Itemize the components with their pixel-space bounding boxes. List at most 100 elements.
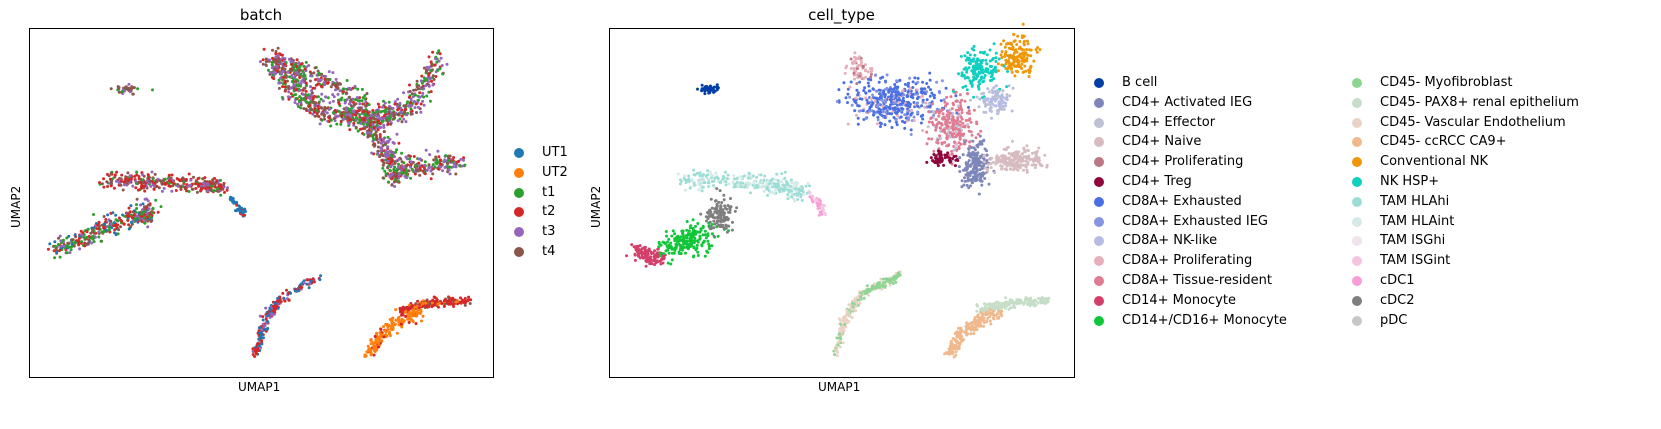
scatter-point — [862, 89, 866, 92]
scatter-point — [700, 180, 703, 184]
scatter-point — [972, 146, 976, 150]
scatter-point — [268, 308, 272, 312]
scatter-point — [961, 85, 965, 89]
scatter-point — [957, 145, 961, 149]
scatter-point — [634, 248, 638, 252]
scatter-point — [309, 279, 313, 283]
scatter-point — [894, 111, 897, 114]
scatter-point — [308, 104, 312, 108]
scatter-point — [967, 129, 971, 133]
scatter-point — [317, 71, 321, 75]
scatter-point — [379, 149, 383, 153]
scatter-point — [895, 87, 899, 90]
scatter-point — [435, 158, 439, 162]
scatter-point — [115, 226, 119, 230]
scatter-point — [954, 135, 958, 139]
scatter-point — [143, 221, 147, 225]
scatter-point — [381, 163, 385, 167]
scatter-point — [404, 170, 408, 174]
scatter-point — [127, 227, 131, 231]
scatter-point — [771, 190, 775, 194]
scatter-point — [310, 89, 314, 93]
scatter-point — [212, 181, 216, 185]
scatter-point — [783, 170, 787, 174]
scatter-point — [957, 165, 961, 169]
scatter-point — [203, 184, 207, 188]
scatter-point — [895, 98, 899, 102]
scatter-point — [987, 182, 991, 186]
scatter-point — [298, 64, 302, 68]
scatter-point — [951, 116, 955, 120]
scatter-point — [141, 208, 144, 212]
scatter-point — [338, 82, 341, 85]
scatter-point — [270, 60, 274, 64]
scatter-point — [958, 101, 962, 104]
scatter-point — [429, 177, 433, 181]
scatter-point — [109, 211, 113, 215]
scatter-point — [280, 96, 284, 99]
scatter-point — [935, 124, 939, 128]
scatter-point — [320, 106, 324, 110]
scatter-point — [382, 130, 386, 133]
scatter-point — [407, 154, 411, 158]
scatter-point — [400, 151, 404, 155]
scatter-point — [703, 181, 707, 184]
scatter-point — [418, 173, 422, 177]
scatter-point — [360, 87, 364, 91]
scatter-point — [269, 312, 273, 316]
scatter-point — [759, 173, 763, 177]
legend-label: t1 — [542, 184, 556, 200]
scatter-point — [935, 80, 939, 84]
legend-label: t4 — [542, 244, 556, 259]
scatter-point — [381, 105, 384, 109]
scatter-point — [420, 85, 424, 89]
scatter-point — [309, 74, 313, 78]
scatter-point — [700, 189, 704, 193]
scatter-point — [992, 86, 996, 90]
scatter-point — [943, 104, 947, 108]
scatter-point — [382, 114, 386, 118]
scatter-point — [379, 332, 383, 336]
scatter-point — [879, 125, 882, 128]
scatter-point — [1004, 97, 1008, 101]
scatter-point — [312, 110, 316, 114]
scatter-point — [335, 122, 339, 126]
scatter-point — [320, 92, 324, 96]
scatter-point — [1013, 74, 1017, 78]
scatter-point — [386, 122, 390, 126]
scatter-point — [1010, 70, 1014, 74]
legend-marker — [1094, 137, 1104, 148]
scatter-point — [131, 216, 134, 220]
scatter-point — [388, 334, 392, 338]
scatter-point — [298, 95, 302, 99]
scatter-point — [141, 173, 145, 177]
scatter-point — [818, 199, 822, 203]
scatter-point — [972, 72, 976, 76]
scatter-point — [294, 80, 298, 84]
scatter-point — [878, 92, 881, 96]
scatter-point — [253, 355, 257, 358]
scatter-point — [901, 88, 905, 92]
scatter-point — [376, 149, 380, 153]
scatter-point — [1004, 157, 1008, 161]
scatter-point — [423, 172, 427, 176]
legend-label: t3 — [542, 224, 556, 240]
scatter-point — [986, 70, 990, 74]
scatter-point — [855, 82, 859, 85]
scatter-point — [1012, 33, 1016, 36]
scatter-point — [235, 201, 239, 205]
scatter-point — [712, 179, 716, 183]
legend-marker — [1352, 78, 1362, 88]
scatter-point — [890, 90, 894, 94]
scatter-point — [937, 114, 941, 118]
scatter-point — [117, 228, 121, 232]
scatter-point — [996, 62, 1000, 66]
scatter-point — [962, 183, 966, 187]
scatter-point — [282, 59, 286, 63]
scatter-point — [388, 115, 392, 119]
legend-label: cDC2 — [1380, 292, 1415, 308]
scatter-point — [417, 303, 421, 306]
scatter-point — [746, 176, 750, 180]
scatter-point — [781, 187, 785, 191]
scatter-point — [277, 70, 281, 74]
